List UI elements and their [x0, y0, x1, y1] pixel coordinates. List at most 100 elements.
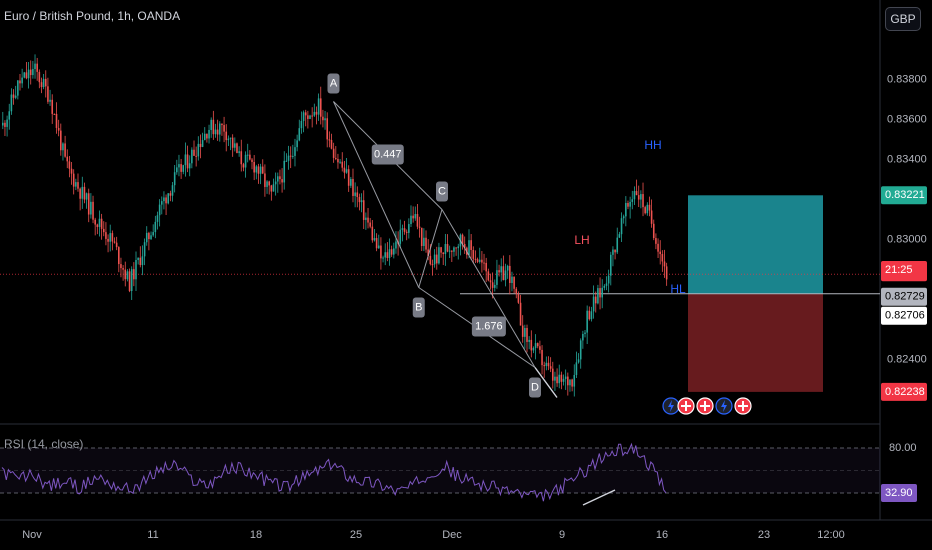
time-tick-label: 12:00	[817, 529, 845, 541]
rsi-title: RSI (14, close)	[4, 437, 84, 451]
candle-body	[193, 149, 195, 156]
candle-body	[244, 154, 247, 168]
candle-body	[573, 374, 576, 387]
candle-body	[427, 249, 429, 256]
price-label-target	[881, 186, 927, 205]
candle-body	[354, 192, 356, 196]
candle-body	[19, 80, 21, 84]
candle-body	[191, 149, 193, 164]
point-b-marker[interactable]	[412, 297, 425, 318]
candle-body	[40, 82, 43, 88]
candle-body	[259, 166, 262, 174]
stop-zone[interactable]	[688, 293, 823, 392]
candle-body	[605, 283, 608, 286]
candle-body	[251, 159, 253, 162]
ratio-ac-box[interactable]	[371, 144, 404, 165]
target-zone[interactable]	[688, 195, 823, 294]
candle-body	[418, 226, 421, 228]
candle-body	[249, 154, 251, 160]
candle-body	[446, 243, 449, 252]
candle-body	[304, 112, 307, 116]
candle-body	[655, 238, 657, 244]
candle-body	[386, 252, 389, 258]
candle-body	[261, 166, 264, 174]
candle-body	[612, 249, 614, 255]
candle-body	[216, 129, 219, 135]
candle-body	[609, 254, 612, 276]
candle-body	[133, 269, 135, 280]
candle-body	[448, 250, 451, 252]
candle-body	[388, 249, 391, 258]
time-tick-label: 11	[147, 529, 158, 541]
candle-body	[264, 173, 266, 187]
candle-body	[532, 347, 535, 351]
candle-body	[274, 181, 277, 185]
candle-body	[2, 122, 4, 126]
candle-body	[100, 218, 103, 229]
candle-body	[229, 137, 232, 139]
candle-body	[644, 207, 646, 214]
candle-body	[294, 147, 296, 156]
candle-body	[12, 94, 15, 98]
candle-body	[556, 376, 558, 384]
candle-body	[10, 94, 13, 112]
time-tick-label: 23	[758, 529, 770, 541]
candle-body	[384, 252, 387, 258]
pattern-extension-line	[534, 367, 558, 398]
candle-body	[238, 151, 240, 154]
currency-button[interactable]: GBP	[885, 7, 921, 31]
candle-body	[399, 229, 402, 244]
candle-body	[44, 78, 47, 87]
candle-body	[375, 238, 378, 249]
candle-body	[588, 310, 591, 320]
candle-body	[75, 182, 77, 187]
candle-body	[92, 201, 94, 220]
candle-body	[438, 247, 440, 264]
candle-body	[343, 167, 346, 173]
candle-body	[487, 271, 490, 281]
candle-body	[90, 201, 92, 215]
candle-body	[420, 227, 423, 246]
candle-body	[81, 186, 84, 199]
candle-body	[283, 160, 286, 183]
candle-body	[55, 113, 58, 128]
candle-body	[21, 77, 23, 84]
time-tick-label: 18	[250, 529, 262, 541]
ratio-bd-box[interactable]	[471, 316, 506, 337]
point-a-label: A	[330, 77, 338, 89]
point-c-marker[interactable]	[436, 181, 448, 202]
candle-body	[268, 181, 270, 186]
candle-body	[330, 140, 333, 149]
time-tick-label: 25	[350, 529, 362, 541]
candle-body	[483, 262, 485, 264]
point-d-marker[interactable]	[529, 377, 541, 398]
candle-body	[150, 235, 152, 240]
rsi-value-badge	[881, 484, 917, 502]
candle-body	[440, 247, 442, 253]
candle-body	[276, 176, 279, 182]
rsi-level-80: 80.00	[889, 442, 917, 454]
candle-body	[176, 167, 178, 173]
candle-body	[113, 241, 116, 243]
candle-body	[236, 143, 238, 154]
candle-body	[489, 280, 492, 283]
candle-body	[315, 111, 318, 115]
candle-body	[332, 148, 335, 158]
candle-body	[534, 343, 537, 348]
ratio-bd-label: 1.676	[475, 320, 503, 332]
point-a-marker[interactable]	[327, 73, 340, 94]
candle-body	[270, 185, 273, 192]
candle-body	[405, 231, 408, 233]
candle-body	[401, 228, 404, 230]
candle-body	[625, 202, 627, 217]
price-label-entry-text: 0.82729	[885, 291, 925, 303]
candle-body	[339, 161, 341, 163]
candle-body	[17, 80, 19, 96]
candle-body	[616, 237, 619, 253]
candle-body	[347, 169, 350, 186]
candle-body	[646, 204, 649, 214]
candle-body	[180, 164, 182, 172]
candle-body	[382, 257, 384, 259]
